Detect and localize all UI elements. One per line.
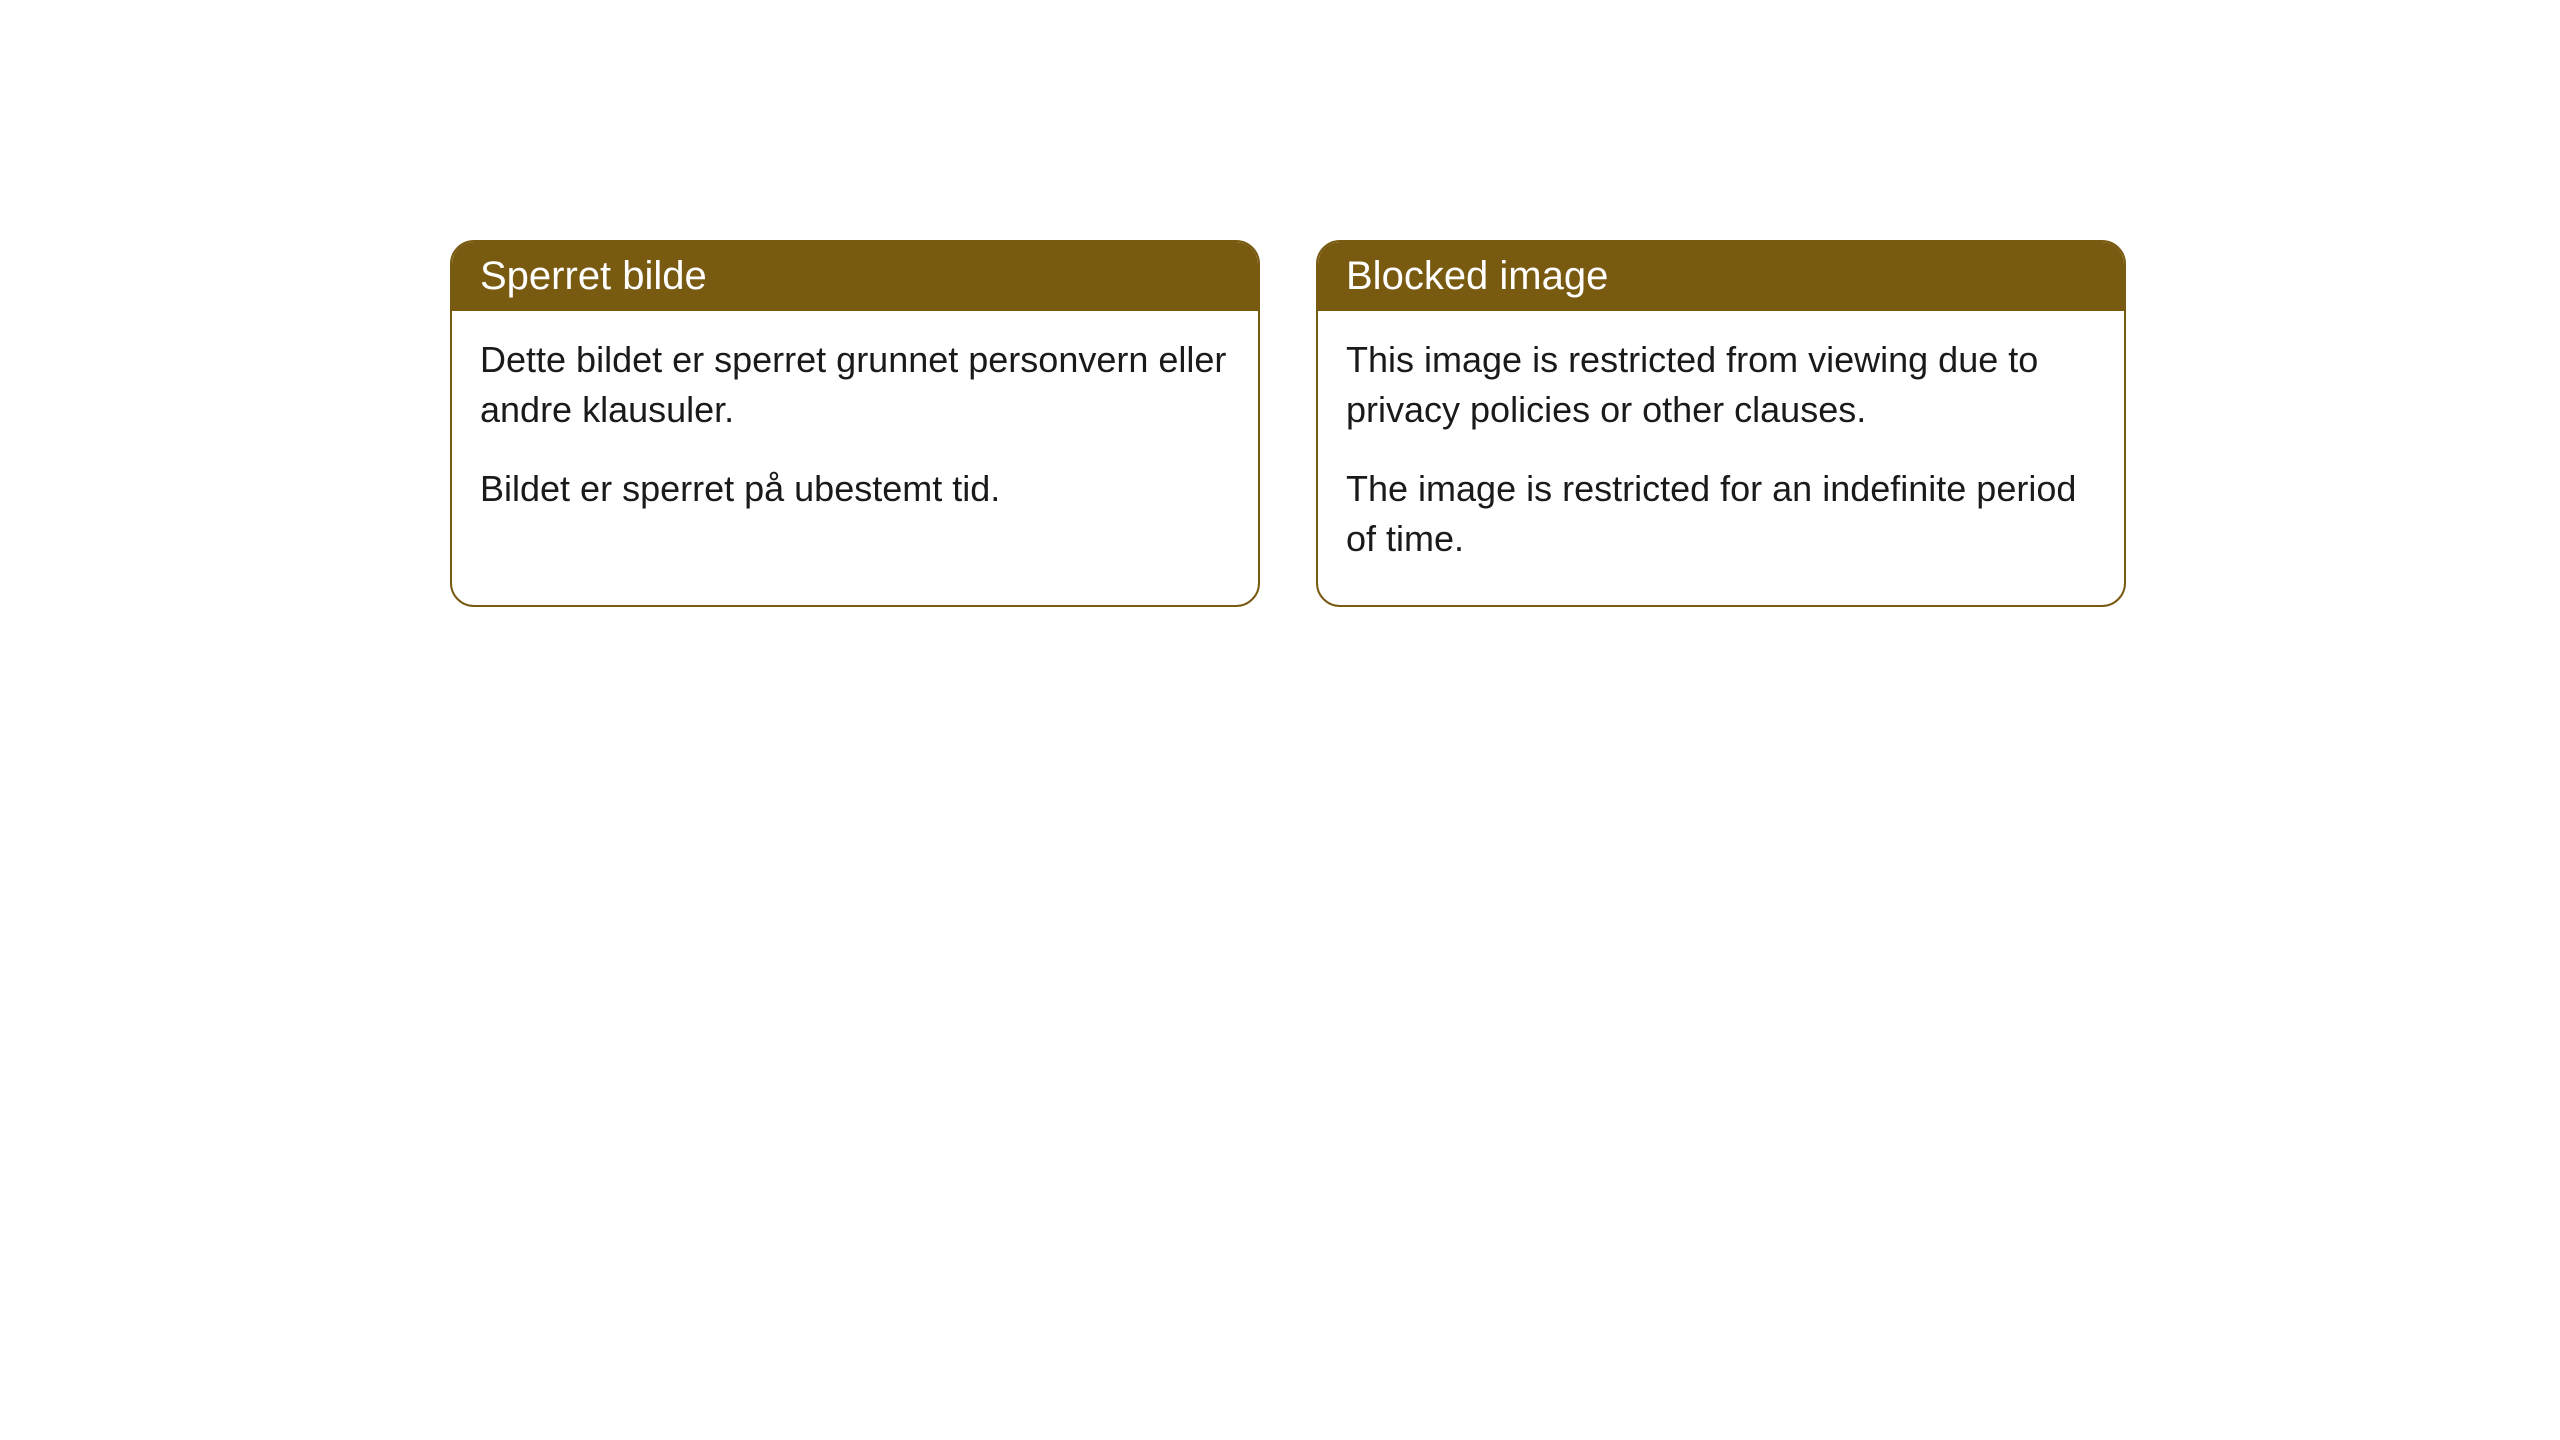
card-paragraph-1-english: This image is restricted from viewing du…	[1346, 335, 2096, 436]
card-header-norwegian: Sperret bilde	[452, 242, 1258, 311]
card-paragraph-1-norwegian: Dette bildet er sperret grunnet personve…	[480, 335, 1230, 436]
notice-card-english: Blocked image This image is restricted f…	[1316, 240, 2126, 607]
notice-cards-container: Sperret bilde Dette bildet er sperret gr…	[450, 240, 2126, 607]
card-paragraph-2-english: The image is restricted for an indefinit…	[1346, 464, 2096, 565]
notice-card-norwegian: Sperret bilde Dette bildet er sperret gr…	[450, 240, 1260, 607]
card-body-english: This image is restricted from viewing du…	[1318, 311, 2124, 605]
card-title-norwegian: Sperret bilde	[480, 254, 707, 298]
card-title-english: Blocked image	[1346, 254, 1608, 298]
card-header-english: Blocked image	[1318, 242, 2124, 311]
card-paragraph-2-norwegian: Bildet er sperret på ubestemt tid.	[480, 464, 1230, 514]
card-body-norwegian: Dette bildet er sperret grunnet personve…	[452, 311, 1258, 554]
